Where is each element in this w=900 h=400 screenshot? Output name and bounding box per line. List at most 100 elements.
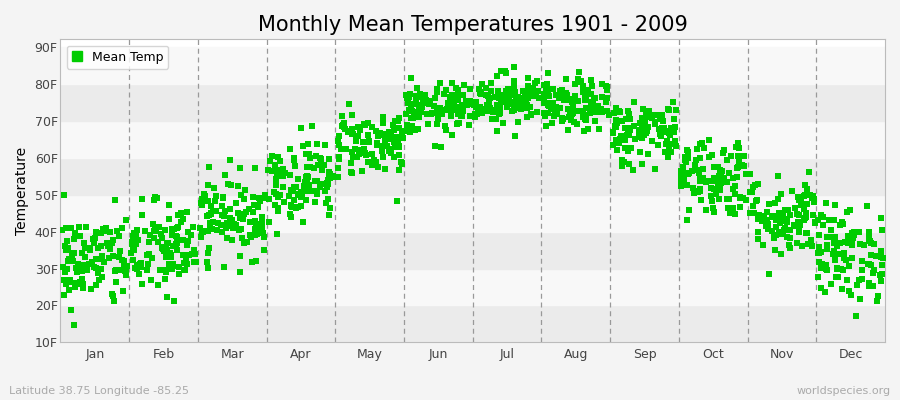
Title: Monthly Mean Temperatures 1901 - 2009: Monthly Mean Temperatures 1901 - 2009 xyxy=(257,15,688,35)
Point xyxy=(282,192,296,199)
Point xyxy=(57,292,71,298)
Point xyxy=(194,202,209,208)
Point xyxy=(540,110,554,116)
Point xyxy=(320,184,334,190)
Point xyxy=(732,158,746,165)
Point xyxy=(617,137,632,143)
Point xyxy=(644,138,659,144)
Point xyxy=(647,112,662,118)
Bar xyxy=(60,232,885,268)
Point xyxy=(287,196,302,203)
Point xyxy=(76,285,91,292)
Point xyxy=(595,108,609,115)
Point xyxy=(166,243,180,250)
Point xyxy=(357,122,372,128)
Point xyxy=(392,115,406,121)
Point xyxy=(309,198,323,205)
Point xyxy=(743,210,758,216)
Point xyxy=(226,225,240,232)
Point xyxy=(387,139,401,146)
Point xyxy=(648,119,662,125)
Point xyxy=(842,288,856,294)
Point xyxy=(202,244,216,251)
Point xyxy=(767,234,781,241)
Point xyxy=(691,167,706,174)
Point xyxy=(399,92,413,98)
Point xyxy=(255,225,269,231)
Point xyxy=(273,192,287,198)
Point xyxy=(717,147,732,154)
Point xyxy=(757,214,771,220)
Point xyxy=(695,140,709,146)
Point xyxy=(544,106,559,112)
Point xyxy=(508,63,522,70)
Point xyxy=(316,180,330,187)
Point xyxy=(627,99,642,105)
Point xyxy=(798,214,813,220)
Point xyxy=(198,192,212,199)
Point xyxy=(792,227,806,234)
Point xyxy=(67,322,81,328)
Point xyxy=(783,235,797,242)
Point xyxy=(356,139,371,145)
Point xyxy=(249,223,264,229)
Point xyxy=(203,202,218,209)
Point xyxy=(159,254,174,261)
Point xyxy=(166,261,181,268)
Point xyxy=(345,148,359,155)
Point xyxy=(663,125,678,131)
Point xyxy=(87,239,102,246)
Point xyxy=(869,298,884,304)
Point xyxy=(353,146,367,153)
Point xyxy=(131,237,146,244)
Point xyxy=(861,280,876,287)
Point xyxy=(118,272,132,278)
Point xyxy=(375,142,390,149)
Point xyxy=(669,107,683,113)
Point xyxy=(172,271,186,277)
Point xyxy=(109,266,123,273)
Point xyxy=(591,126,606,132)
Point xyxy=(162,250,176,256)
Point xyxy=(513,104,527,111)
Point xyxy=(491,128,505,134)
Point xyxy=(394,133,409,139)
Point xyxy=(745,184,760,190)
Point xyxy=(430,88,445,95)
Point xyxy=(807,219,822,226)
Point xyxy=(799,210,814,216)
Point xyxy=(811,250,825,256)
Point xyxy=(201,182,215,188)
Point xyxy=(765,213,779,220)
Point xyxy=(814,262,829,269)
Point xyxy=(383,150,398,156)
Point xyxy=(225,216,239,223)
Point xyxy=(221,222,236,229)
Point xyxy=(216,194,230,201)
Point xyxy=(580,126,595,132)
Point xyxy=(256,230,270,236)
Point xyxy=(400,100,415,106)
Point xyxy=(499,88,513,94)
Point xyxy=(140,252,154,258)
Point xyxy=(778,217,793,223)
Point xyxy=(322,172,337,179)
Point xyxy=(430,115,445,122)
Point xyxy=(840,209,854,215)
Point xyxy=(828,234,842,240)
Point xyxy=(723,210,737,216)
Point xyxy=(68,284,82,290)
Point xyxy=(824,227,839,234)
Point xyxy=(395,160,410,166)
Point xyxy=(318,188,332,194)
Point xyxy=(715,179,729,186)
Point xyxy=(621,126,635,132)
Point xyxy=(548,92,562,98)
Point xyxy=(607,110,621,116)
Point xyxy=(864,252,878,258)
Point xyxy=(371,164,385,170)
Point xyxy=(403,114,418,121)
Point xyxy=(422,98,436,104)
Point xyxy=(825,234,840,240)
Point xyxy=(664,141,679,147)
